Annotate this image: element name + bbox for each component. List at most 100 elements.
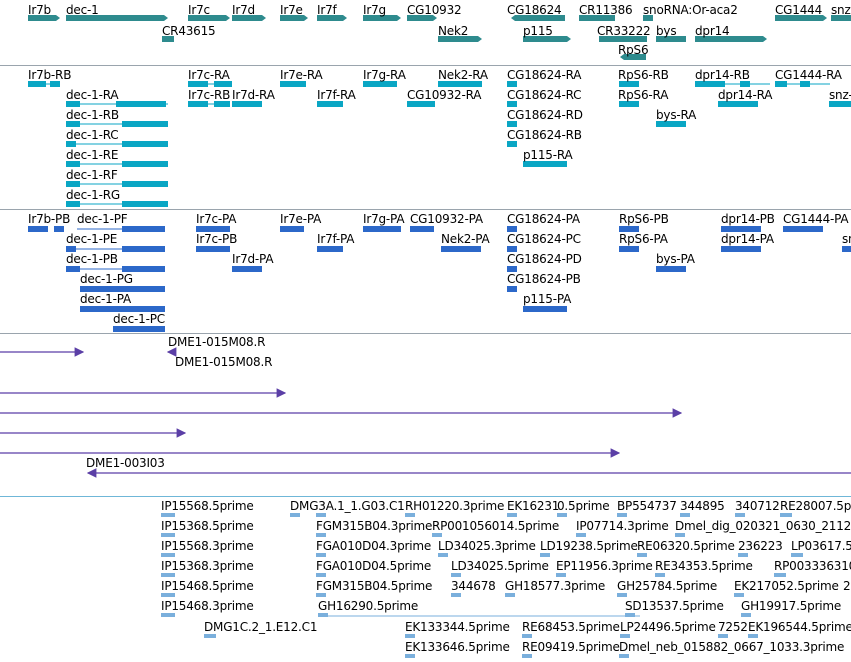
protein-feature-label[interactable]: Ir7f-PA [317,232,355,246]
protein-feature-label[interactable]: RpS6-PB [619,212,669,226]
protein-feature-label[interactable]: dec-1-PB [66,252,118,266]
est-feature-label[interactable]: SD13537.5prime [625,599,724,613]
transcript-feature-label[interactable]: snz- [829,88,851,102]
transcript-feature-label[interactable]: RpS6-RA [618,88,669,102]
est-feature-label[interactable]: RE68453.5prime [522,620,620,634]
est-feature-label[interactable]: LD34025.3prime [438,539,536,553]
est-feature-label[interactable]: FGA010D04.3prime [316,539,432,553]
transcript-feature-label[interactable]: Ir7d-RA [232,88,275,102]
est-feature-label[interactable]: RP003336310 [774,559,851,573]
est-feature-label[interactable]: Dmel_dig_020321_0630_2112 [675,519,851,533]
gene-feature-label[interactable]: CG1444 [775,3,823,17]
protein-feature-label[interactable]: CG18624-PB [507,272,581,286]
protein-feature-label[interactable]: Ir7g-PA [363,212,405,226]
gene-feature-label[interactable]: Ir7c [188,3,210,17]
transcript-feature-label[interactable]: Ir7c-RB [188,88,231,102]
est-feature-label[interactable]: DMG1C.2_1.E12.C1 [204,620,318,634]
transcript-feature-label[interactable]: CG18624-RB [507,128,582,142]
transcript-feature-label[interactable]: Ir7g-RA [363,68,406,82]
gene-feature-label[interactable]: Ir7e [280,3,303,17]
transcript-feature-label[interactable]: dec-1-RA [66,88,119,102]
est-feature-label[interactable]: RP001056014.5prime [432,519,560,533]
protein-feature-label[interactable]: sn [842,232,851,246]
gene-feature-label[interactable]: bys [656,24,677,38]
gene-feature-label[interactable]: CG10932 [407,3,462,17]
protein-feature-label[interactable]: CG18624-PC [507,232,581,246]
clone-feature-label[interactable]: DME1-003I03 [86,456,165,470]
transcript-feature-label[interactable]: p115-RA [523,148,573,162]
est-feature-label[interactable]: GH19917.5prime [741,599,842,613]
est-feature-label[interactable]: LP24496.5prime [620,620,716,634]
est-feature-label[interactable]: EP11956.3prime [556,559,653,573]
est-feature-label[interactable]: IP15468.3prime [161,599,254,613]
est-feature-label[interactable]: EK196544.5prime [748,620,851,634]
est-feature-label[interactable]: 340712 [735,499,780,513]
gene-feature-label[interactable]: Ir7g [363,3,386,17]
est-feature-label[interactable]: IP15568.5prime [161,499,254,513]
est-feature-label[interactable]: IP15468.5prime [161,579,254,593]
protein-feature-label[interactable]: dec-1-PE [66,232,118,246]
gene-feature-label[interactable]: p115 [523,24,553,38]
est-feature-label[interactable]: EK133646.5prime [405,640,510,654]
protein-feature-label[interactable]: Ir7c-PA [196,212,237,226]
transcript-feature-label[interactable]: CG10932-RA [407,88,482,102]
protein-feature-label[interactable]: p115-PA [523,292,572,306]
est-feature-label[interactable]: DMG3A.1_1.G03.C1 [290,499,405,513]
est-feature-label[interactable]: LD34025.5prime [451,559,549,573]
est-feature-label[interactable]: Dmel_neb_015882_0667_1033.3prime [619,640,845,654]
gene-feature-label[interactable]: CG18624 [507,3,562,17]
protein-feature-label[interactable]: dec-1-PF [77,212,128,226]
protein-feature-label[interactable]: dec-1-PG [80,272,133,286]
est-feature-label[interactable]: IP15368.3prime [161,559,254,573]
est-feature-label[interactable]: FGA010D04.5prime [316,559,432,573]
clone-feature-label[interactable]: DME1-015M08.R [168,335,266,349]
gene-feature-label[interactable]: snoRNA:Or-aca2 [643,3,738,17]
gene-feature-label[interactable]: RpS6 [618,43,649,57]
est-feature-label[interactable]: RE28007.5prime [780,499,851,513]
est-feature-label[interactable]: 236223 [738,539,783,553]
transcript-feature-label[interactable]: Nek2-RA [438,68,488,82]
transcript-feature-label[interactable]: CG18624-RA [507,68,582,82]
est-feature-label[interactable]: LP03617.5prime [791,539,851,553]
est-feature-label[interactable]: IP15368.5prime [161,519,254,533]
transcript-feature-label[interactable]: dec-1-RF [66,168,118,182]
est-feature-label[interactable]: RE09419.5prime [522,640,620,654]
protein-feature-label[interactable]: Ir7c-PB [196,232,238,246]
est-feature-label[interactable]: 2 [843,579,851,593]
est-feature-label[interactable]: IP07714.3prime [576,519,669,533]
gene-feature-label[interactable]: Ir7b [28,3,51,17]
gene-feature-label[interactable]: snz [831,3,851,17]
protein-feature-label[interactable]: dpr14-PA [721,232,774,246]
est-feature-label[interactable]: RH01220.3prime [405,499,505,513]
transcript-feature-label[interactable]: dec-1-RC [66,128,119,142]
est-feature-label[interactable]: EK217052.5prime [734,579,839,593]
protein-feature-label[interactable]: bys-PA [656,252,695,266]
transcript-feature-label[interactable]: dec-1-RE [66,148,119,162]
est-feature-label[interactable]: 0.5prime [557,499,610,513]
gene-feature-label[interactable]: CR43615 [162,24,216,38]
transcript-feature-label[interactable]: CG18624-RD [507,108,583,122]
protein-feature-label[interactable]: Ir7d-PA [232,252,274,266]
protein-feature-label[interactable]: dec-1-PC [113,312,165,326]
gene-feature-label[interactable]: dpr14 [695,24,730,38]
est-feature-label[interactable]: BP554737 [617,499,677,513]
gene-feature-label[interactable]: CR33222 [597,24,651,38]
transcript-feature-label[interactable]: Ir7e-RA [280,68,323,82]
est-feature-label[interactable]: 344895 [680,499,725,513]
est-feature-label[interactable]: GH25784.5prime [617,579,718,593]
est-feature-label[interactable]: RE06320.5prime [637,539,735,553]
transcript-feature-label[interactable]: dpr14-RB [695,68,750,82]
transcript-feature-label[interactable]: dec-1-RG [66,188,120,202]
protein-feature-label[interactable]: CG10932-PA [410,212,483,226]
protein-feature-label[interactable]: dpr14-PB [721,212,775,226]
est-feature-label[interactable]: 344678 [451,579,496,593]
transcript-feature-label[interactable]: CG1444-RA [775,68,842,82]
gene-feature-label[interactable]: dec-1 [66,3,99,17]
est-feature-label[interactable]: GH16290.5prime [318,599,419,613]
protein-feature-label[interactable]: CG18624-PA [507,212,580,226]
protein-feature-label[interactable]: Ir7b-PB [28,212,71,226]
transcript-feature-label[interactable]: CG18624-RC [507,88,582,102]
transcript-feature-label[interactable]: Ir7b-RB [28,68,72,82]
protein-feature-label[interactable]: RpS6-PA [619,232,668,246]
